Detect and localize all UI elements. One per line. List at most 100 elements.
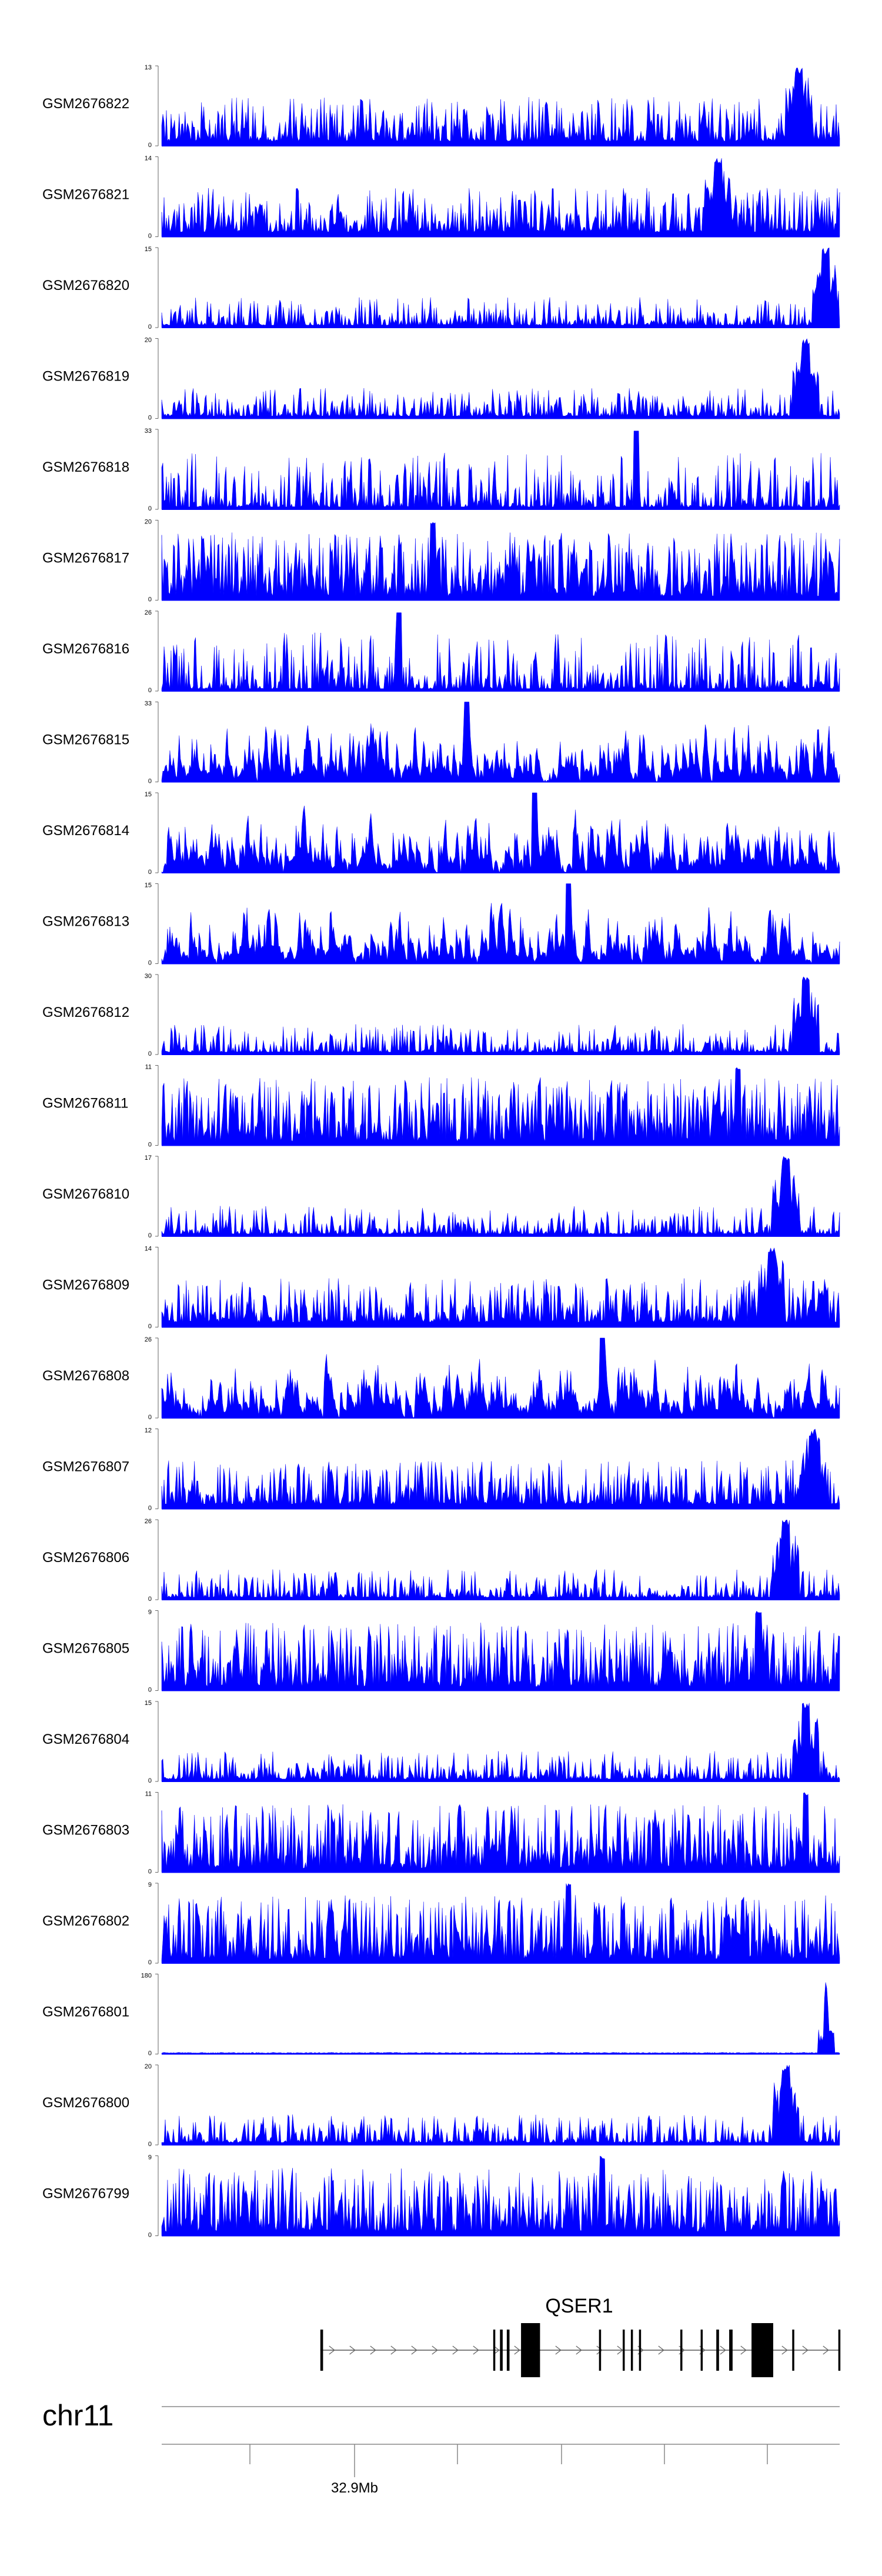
strand-arrow bbox=[452, 2345, 459, 2355]
gene-name-label: QSER1 bbox=[545, 2295, 613, 2317]
gene-exon bbox=[680, 2330, 683, 2371]
track-signal-area bbox=[161, 1247, 840, 1327]
gene-exon bbox=[320, 2330, 323, 2371]
track-ymax-label: 9 bbox=[148, 1609, 152, 1616]
track-signal-area bbox=[161, 1067, 840, 1146]
track-label: GSM2676807 bbox=[42, 1459, 129, 1475]
track-ymax-label: 26 bbox=[145, 1518, 152, 1525]
track-label: GSM2676816 bbox=[42, 641, 129, 657]
strand-arrow bbox=[473, 2345, 479, 2355]
track-ymax-label: 11 bbox=[145, 1791, 152, 1798]
track-label: GSM2676811 bbox=[42, 1096, 128, 1112]
track-ymax-label: 15 bbox=[145, 882, 152, 889]
track-ymax-label: 15 bbox=[145, 1700, 152, 1707]
track-zero-label: 0 bbox=[148, 687, 152, 694]
track-ymax-label: 14 bbox=[145, 1246, 152, 1253]
track-GSM2676808: GSM2676808 26 0 bbox=[42, 1336, 840, 1421]
strand-arrow bbox=[370, 2345, 376, 2355]
gene-track: QSER1 bbox=[320, 2295, 841, 2377]
track-GSM2676811: GSM2676811 11 0 bbox=[42, 1064, 840, 1149]
track-GSM2676801: GSM2676801 180 0 bbox=[42, 1973, 840, 2057]
track-signal-area bbox=[161, 1792, 840, 1873]
track-zero-label: 0 bbox=[148, 1777, 152, 1784]
track-label: GSM2676806 bbox=[42, 1550, 129, 1566]
track-zero-label: 0 bbox=[148, 505, 152, 512]
gene-exon bbox=[506, 2330, 510, 2371]
track-ymax-label: 33 bbox=[145, 428, 152, 435]
track-signal-area bbox=[161, 1520, 840, 1600]
track-signal-area bbox=[161, 612, 840, 692]
axis-tick-label: 32.9Mb bbox=[331, 2480, 378, 2496]
track-GSM2676810: GSM2676810 17 0 bbox=[42, 1154, 840, 1239]
track-GSM2676818: GSM2676818 33 0 bbox=[42, 428, 840, 512]
track-GSM2676816: GSM2676816 26 0 bbox=[42, 609, 840, 694]
track-label: GSM2676799 bbox=[42, 2186, 129, 2202]
track-GSM2676817: GSM2676817 20 0 bbox=[42, 519, 840, 603]
track-GSM2676822: GSM2676822 13 0 bbox=[42, 64, 840, 149]
track-label: GSM2676809 bbox=[42, 1277, 129, 1293]
track-zero-label: 0 bbox=[148, 323, 152, 331]
track-label: GSM2676802 bbox=[42, 1913, 129, 1929]
gene-exon bbox=[716, 2330, 719, 2371]
track-label: GSM2676800 bbox=[42, 2095, 129, 2111]
track-zero-label: 0 bbox=[148, 142, 152, 149]
strand-arrow bbox=[329, 2345, 335, 2355]
gene-exon bbox=[751, 2323, 773, 2377]
track-GSM2676807: GSM2676807 12 0 bbox=[42, 1427, 840, 1512]
track-ymax-label: 180 bbox=[141, 1973, 152, 1980]
track-label: GSM2676820 bbox=[42, 278, 129, 293]
track-zero-label: 0 bbox=[148, 1687, 152, 1694]
gene-exon bbox=[599, 2330, 602, 2371]
track-zero-label: 0 bbox=[148, 1596, 152, 1603]
track-signal-area bbox=[161, 702, 840, 783]
track-ymax-label: 13 bbox=[145, 64, 152, 71]
track-label: GSM2676817 bbox=[42, 550, 129, 566]
track-zero-label: 0 bbox=[148, 2141, 152, 2148]
gene-exon bbox=[500, 2330, 503, 2371]
strand-arrow bbox=[514, 2345, 520, 2355]
strand-arrow bbox=[720, 2345, 726, 2355]
track-GSM2676804: GSM2676804 15 0 bbox=[42, 1700, 840, 1784]
track-ymax-label: 20 bbox=[145, 2063, 152, 2070]
strand-arrow bbox=[390, 2345, 397, 2355]
strand-arrow bbox=[658, 2345, 664, 2355]
track-signal-area bbox=[161, 1156, 840, 1237]
track-GSM2676820: GSM2676820 15 0 bbox=[42, 246, 840, 331]
gene-exon bbox=[623, 2330, 625, 2371]
strand-arrow bbox=[802, 2345, 808, 2355]
track-label: GSM2676810 bbox=[42, 1186, 129, 1202]
track-GSM2676802: GSM2676802 9 0 bbox=[42, 1881, 840, 1966]
strand-arrow bbox=[349, 2345, 356, 2355]
track-zero-label: 0 bbox=[148, 2232, 152, 2239]
track-GSM2676815: GSM2676815 33 0 bbox=[42, 700, 840, 785]
track-label: GSM2676818 bbox=[42, 459, 129, 475]
track-GSM2676806: GSM2676806 26 0 bbox=[42, 1518, 840, 1603]
track-zero-label: 0 bbox=[148, 1050, 152, 1057]
track-GSM2676819: GSM2676819 20 0 bbox=[42, 337, 840, 422]
track-ymax-label: 26 bbox=[145, 609, 152, 616]
track-GSM2676809: GSM2676809 14 0 bbox=[42, 1246, 840, 1330]
track-ymax-label: 12 bbox=[145, 1427, 152, 1434]
track-zero-label: 0 bbox=[148, 1505, 152, 1512]
strand-arrow bbox=[432, 2345, 438, 2355]
track-GSM2676799: GSM2676799 9 0 bbox=[42, 2154, 840, 2239]
track-ymax-label: 17 bbox=[145, 1154, 152, 1162]
track-signal-area bbox=[161, 1429, 840, 1509]
track-label: GSM2676822 bbox=[42, 96, 129, 112]
track-zero-label: 0 bbox=[148, 1142, 152, 1149]
strand-arrow bbox=[555, 2345, 562, 2355]
strand-arrow bbox=[411, 2345, 417, 2355]
chromosome-axis: chr11 32.9Mb bbox=[42, 2399, 840, 2496]
track-zero-label: 0 bbox=[148, 233, 152, 240]
track-ymax-label: 30 bbox=[145, 973, 152, 980]
track-label: GSM2676803 bbox=[42, 1823, 129, 1838]
track-GSM2676821: GSM2676821 14 0 bbox=[42, 155, 840, 240]
track-signal-area bbox=[161, 792, 840, 873]
track-ymax-label: 14 bbox=[145, 155, 152, 162]
track-GSM2676812: GSM2676812 30 0 bbox=[42, 973, 840, 1057]
track-label: GSM2676804 bbox=[42, 1731, 129, 1747]
track-ymax-label: 33 bbox=[145, 700, 152, 708]
track-ymax-label: 20 bbox=[145, 519, 152, 526]
track-zero-label: 0 bbox=[148, 1868, 152, 1876]
